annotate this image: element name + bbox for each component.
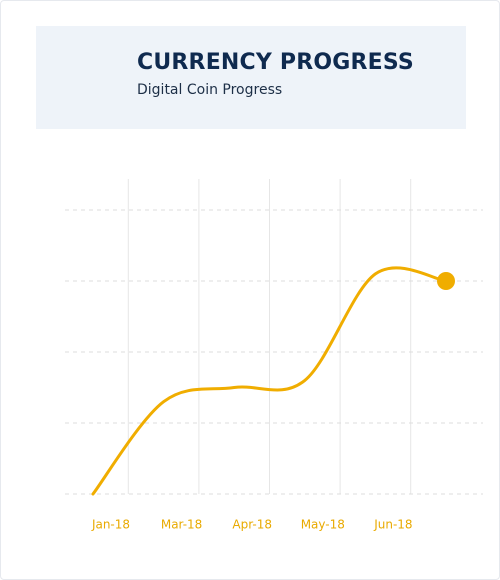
x-tick-label: May-18: [301, 518, 345, 532]
line: [91, 266, 448, 496]
x-tick-label: Mar-18: [161, 518, 202, 532]
header: CURRENCY PROGRESS Digital Coin Progress: [36, 26, 466, 129]
x-tick-label: Apr-18: [232, 518, 272, 532]
subtitle: Digital Coin Progress: [137, 82, 283, 98]
title: CURRENCY PROGRESS: [137, 50, 414, 75]
x-tick-label: Jan-18: [91, 518, 130, 532]
end-point: [437, 272, 455, 290]
x-tick-label: Jun-18: [373, 518, 412, 532]
